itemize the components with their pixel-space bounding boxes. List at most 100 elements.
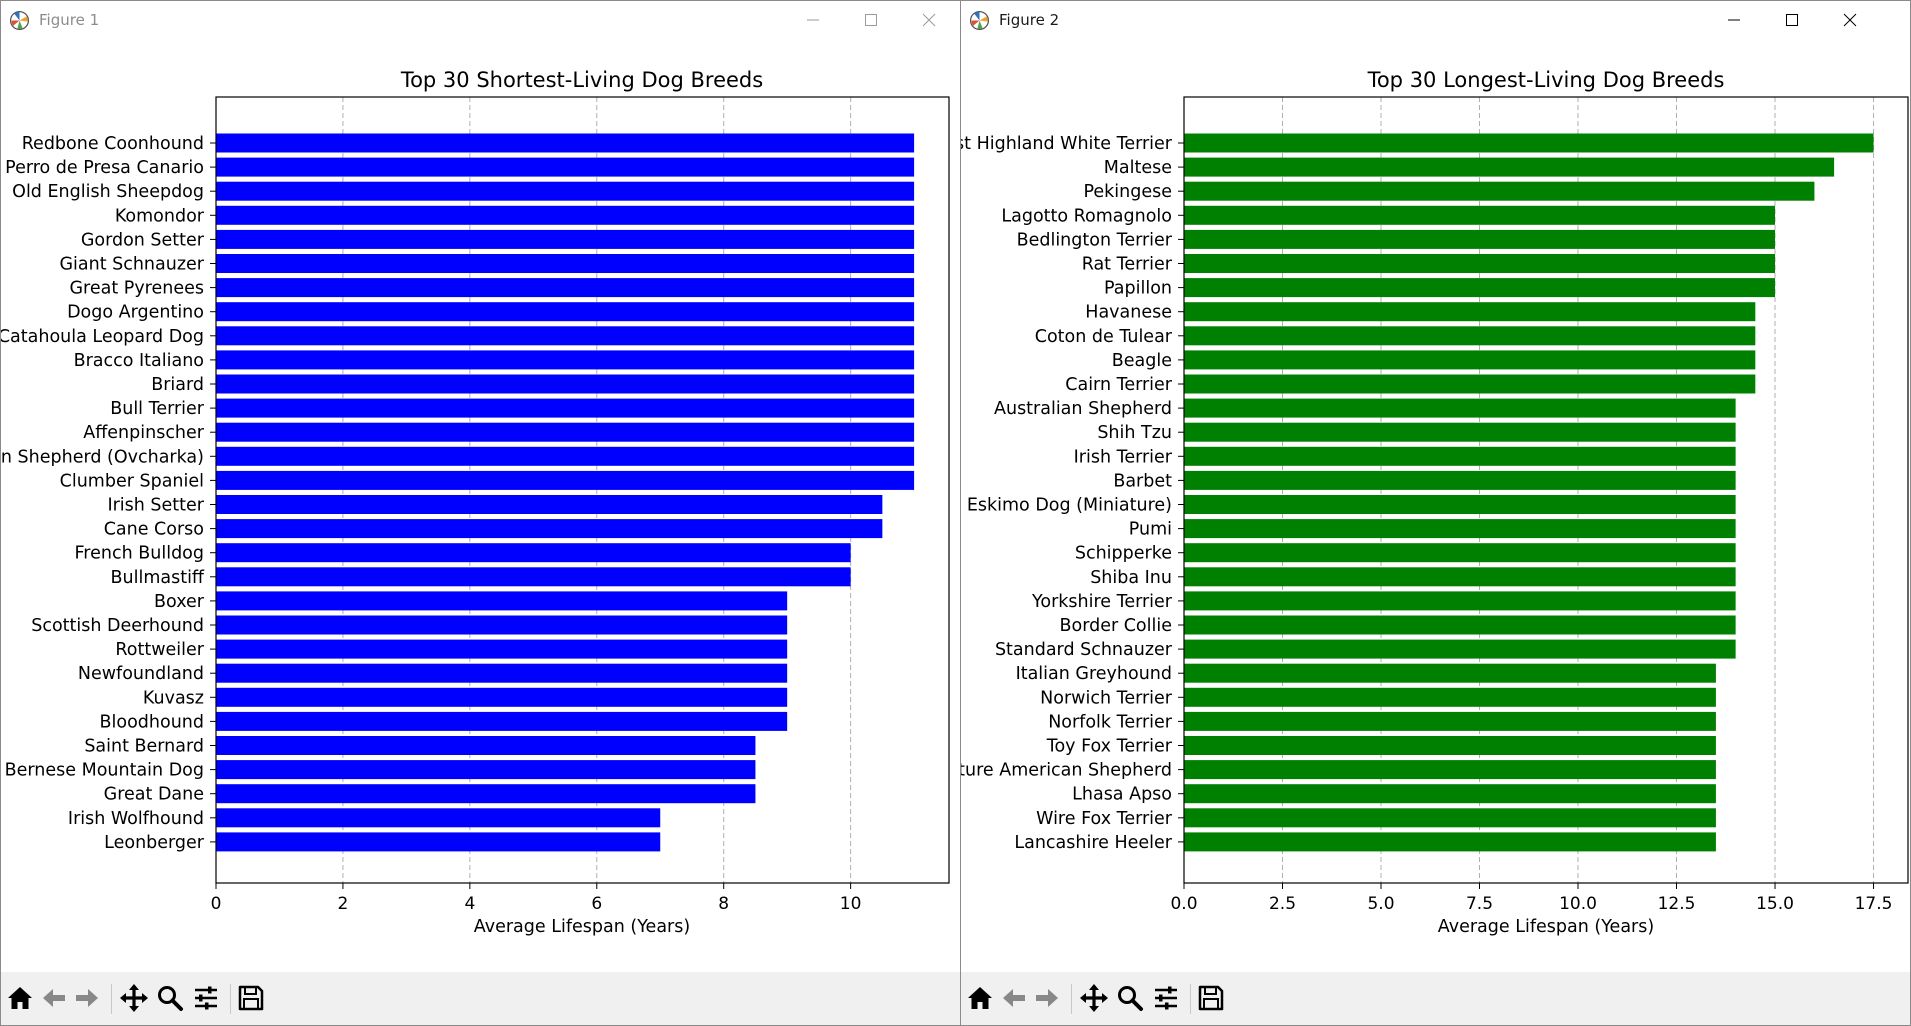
- forward-arrow-icon: [1036, 989, 1058, 1007]
- category-label: Australian Shepherd: [994, 399, 1172, 419]
- forward-button[interactable]: [1030, 981, 1064, 1015]
- back-button[interactable]: [997, 981, 1031, 1015]
- minimize-button[interactable]: [784, 1, 842, 39]
- category-label: Border Collie: [1059, 616, 1172, 636]
- category-label: Great Pyrenees: [69, 279, 204, 299]
- category-label: Shiba Inu: [1090, 568, 1172, 588]
- x-tick-label: 2.5: [1269, 894, 1296, 914]
- home-button[interactable]: [3, 981, 37, 1015]
- matplotlib-app-icon: [969, 10, 990, 31]
- bar-chart-shortest-living: Top 30 Shortest-Living Dog Breeds Redbon…: [1, 68, 950, 937]
- category-label: Clumber Spaniel: [60, 471, 204, 491]
- save-button[interactable]: [1194, 981, 1228, 1015]
- bar: [216, 808, 661, 828]
- chart-title: Top 30 Longest-Living Dog Breeds: [1367, 68, 1725, 92]
- x-tick-label: 10: [840, 894, 862, 914]
- pan-button[interactable]: [117, 981, 151, 1015]
- bar: [216, 157, 915, 177]
- category-label: Kuvasz: [143, 688, 204, 708]
- bar: [216, 567, 851, 587]
- plot-area-frame: [1183, 96, 1909, 884]
- minimize-button[interactable]: [1705, 1, 1763, 39]
- x-tick-label: 6: [591, 894, 602, 914]
- minimize-icon: [807, 19, 819, 21]
- bar: [216, 687, 788, 707]
- category-label: n Shepherd (Ovcharka): [1, 447, 204, 467]
- bar: [1184, 229, 1776, 249]
- configure-subplots-icon: [1155, 986, 1177, 1010]
- close-button[interactable]: [900, 1, 958, 39]
- x-tick-label: 5.0: [1367, 894, 1394, 914]
- bar: [216, 832, 661, 852]
- category-label: Coton de Tulear: [1035, 327, 1173, 347]
- maximize-button[interactable]: [1763, 1, 1821, 39]
- close-button[interactable]: [1821, 1, 1879, 39]
- bar: [1184, 591, 1736, 611]
- category-label: Papillon: [1104, 279, 1172, 299]
- bar: [216, 446, 915, 466]
- maximize-button[interactable]: [842, 1, 900, 39]
- toolbar-separator: [1190, 984, 1191, 1014]
- category-label: Wire Fox Terrier: [1036, 809, 1173, 829]
- category-label: Yorkshire Terrier: [1031, 592, 1173, 612]
- bar: [216, 205, 915, 225]
- home-button[interactable]: [963, 981, 997, 1015]
- zoom-button[interactable]: [153, 981, 187, 1015]
- pan-button[interactable]: [1077, 981, 1111, 1015]
- bar: [1184, 446, 1736, 466]
- bar: [216, 278, 915, 298]
- figure-canvas[interactable]: Top 30 Longest-Living Dog Breeds st High…: [961, 39, 1910, 972]
- x-tick-label: 8: [718, 894, 729, 914]
- bar: [216, 639, 788, 659]
- configure-subplots-button[interactable]: [1149, 981, 1183, 1015]
- bar: [1184, 181, 1815, 201]
- zoom-magnifier-icon: [1118, 986, 1143, 1011]
- category-label: Komondor: [115, 206, 205, 226]
- category-label: Gordon Setter: [81, 230, 205, 250]
- category-label: Leonberger: [104, 833, 205, 853]
- bar: [1184, 832, 1716, 852]
- bar: [216, 736, 756, 755]
- back-button[interactable]: [37, 981, 71, 1015]
- save-button[interactable]: [234, 981, 268, 1015]
- zoom-button[interactable]: [1113, 981, 1147, 1015]
- category-label: Old English Sheepdog: [12, 182, 204, 202]
- toolbar-separator: [111, 984, 112, 1014]
- bar: [1184, 278, 1776, 298]
- category-label: Schipperke: [1075, 544, 1172, 564]
- bar: [1184, 422, 1736, 442]
- category-label: Rottweiler: [115, 640, 204, 660]
- x-tick-label: 10.0: [1559, 894, 1597, 914]
- category-label: Giant Schnauzer: [59, 255, 204, 275]
- bar: [1184, 157, 1835, 177]
- category-label: Bernese Mountain Dog: [5, 761, 204, 781]
- bar: [216, 543, 851, 563]
- bar: [216, 133, 915, 153]
- category-label: Irish Wolfhound: [68, 809, 204, 829]
- bar: [216, 470, 915, 490]
- forward-button[interactable]: [70, 981, 104, 1015]
- category-label: Dogo Argentino: [67, 303, 204, 323]
- category-label: Catahoula Leopard Dog: [1, 327, 204, 347]
- configure-subplots-button[interactable]: [189, 981, 223, 1015]
- category-label: Saint Bernard: [84, 737, 204, 757]
- bar: [216, 302, 915, 322]
- bar: [216, 254, 915, 273]
- category-label: Toy Fox Terrier: [1046, 737, 1173, 757]
- figure-canvas[interactable]: Top 30 Shortest-Living Dog Breeds Redbon…: [1, 39, 960, 972]
- bar: [1184, 615, 1736, 635]
- category-label: Pumi: [1129, 520, 1172, 540]
- bar: [1184, 711, 1716, 731]
- x-tick-label: 4: [464, 894, 475, 914]
- navigation-toolbar: [1, 972, 960, 1025]
- category-label: Italian Greyhound: [1016, 664, 1172, 684]
- chart-title: Top 30 Shortest-Living Dog Breeds: [400, 68, 763, 92]
- figure-1-window: Figure 1 Top 30 Shortest-Living Dog Bree…: [0, 0, 961, 1026]
- pan-move-icon: [1080, 984, 1108, 1012]
- home-icon: [8, 987, 32, 1009]
- bar: [1184, 736, 1716, 755]
- figure-2-window: Figure 2 Top 30 Longest-Living Dog Breed…: [960, 0, 1911, 1026]
- title-bar[interactable]: Figure 2: [961, 1, 1910, 39]
- title-bar[interactable]: Figure 1: [1, 1, 960, 39]
- forward-arrow-icon: [76, 989, 98, 1007]
